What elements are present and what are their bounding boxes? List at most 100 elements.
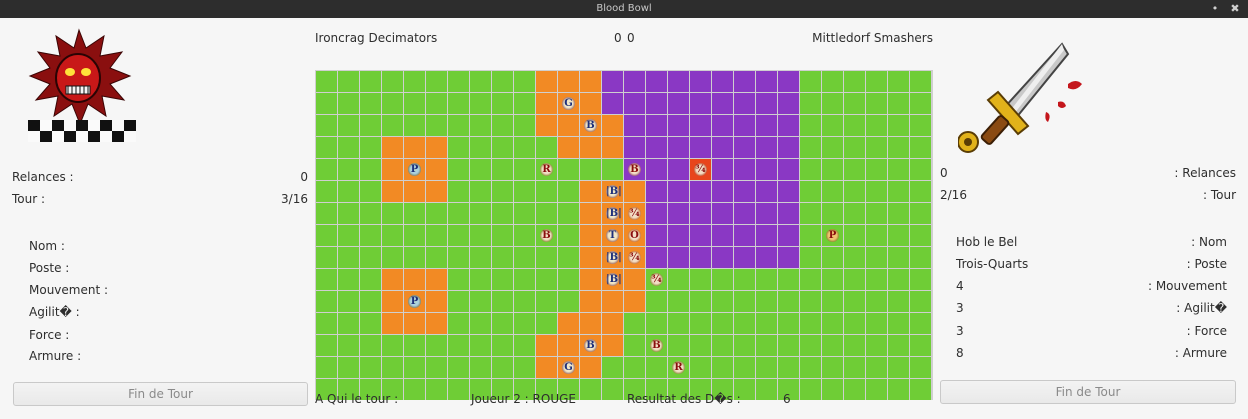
board-cell[interactable] <box>712 313 733 334</box>
board-cell[interactable] <box>646 137 667 158</box>
board-cell[interactable] <box>382 335 403 356</box>
board-cell[interactable] <box>646 379 667 400</box>
board-cell[interactable] <box>492 181 513 202</box>
board-cell[interactable] <box>580 137 601 158</box>
board-cell[interactable] <box>514 225 535 246</box>
board-cell[interactable] <box>712 379 733 400</box>
board-cell[interactable] <box>734 115 755 136</box>
board-cell[interactable] <box>690 247 711 268</box>
board-cell[interactable] <box>580 159 601 180</box>
player-token[interactable]: ¾ <box>628 207 641 220</box>
board-cell[interactable] <box>580 269 601 290</box>
board-cell[interactable] <box>734 225 755 246</box>
board-cell[interactable] <box>888 247 909 268</box>
board-cell[interactable] <box>844 159 865 180</box>
board-cell[interactable] <box>822 247 843 268</box>
board-cell[interactable] <box>910 313 931 334</box>
board-cell[interactable] <box>316 137 337 158</box>
board-cell[interactable] <box>316 357 337 378</box>
board-cell[interactable] <box>602 357 623 378</box>
board-cell[interactable] <box>668 225 689 246</box>
board-cell[interactable] <box>580 203 601 224</box>
board-cell[interactable] <box>558 313 579 334</box>
board-cell[interactable] <box>800 159 821 180</box>
board-cell[interactable] <box>316 247 337 268</box>
board-cell[interactable] <box>690 71 711 92</box>
board-cell[interactable] <box>514 115 535 136</box>
board-cell[interactable] <box>800 313 821 334</box>
board-cell[interactable] <box>448 357 469 378</box>
board-cell[interactable] <box>580 379 601 400</box>
player-token[interactable]: G <box>562 361 575 374</box>
board-cell[interactable] <box>492 203 513 224</box>
board-cell[interactable] <box>382 137 403 158</box>
board-cell[interactable] <box>316 291 337 312</box>
board-cell[interactable] <box>734 313 755 334</box>
board-cell[interactable] <box>558 181 579 202</box>
board-cell[interactable] <box>536 247 557 268</box>
board-cell[interactable] <box>866 247 887 268</box>
board-cell[interactable] <box>866 335 887 356</box>
board-cell[interactable] <box>690 93 711 114</box>
board-cell[interactable] <box>602 93 623 114</box>
board-cell[interactable] <box>536 93 557 114</box>
board-cell[interactable] <box>492 269 513 290</box>
board-cell[interactable] <box>624 137 645 158</box>
board-cell[interactable] <box>844 203 865 224</box>
board-cell[interactable] <box>470 357 491 378</box>
board-cell[interactable] <box>448 71 469 92</box>
board-cell[interactable] <box>360 71 381 92</box>
board-cell[interactable] <box>360 225 381 246</box>
board-cell[interactable] <box>316 203 337 224</box>
board-cell[interactable] <box>338 335 359 356</box>
board-cell[interactable] <box>624 71 645 92</box>
board-cell[interactable] <box>778 247 799 268</box>
board-cell[interactable] <box>338 93 359 114</box>
board-cell[interactable] <box>778 137 799 158</box>
player-token[interactable]: ¾ <box>628 251 641 264</box>
board-cell[interactable] <box>822 269 843 290</box>
board-cell[interactable] <box>822 181 843 202</box>
board-cell[interactable] <box>448 291 469 312</box>
board-cell[interactable] <box>470 225 491 246</box>
board-cell[interactable] <box>712 225 733 246</box>
board-cell[interactable] <box>888 137 909 158</box>
board-cell[interactable] <box>778 225 799 246</box>
board-cell[interactable] <box>514 159 535 180</box>
board-cell[interactable] <box>690 291 711 312</box>
board-cell[interactable] <box>668 115 689 136</box>
board-cell[interactable] <box>492 93 513 114</box>
board-cell[interactable] <box>624 313 645 334</box>
board-cell[interactable] <box>888 379 909 400</box>
board-cell[interactable] <box>778 181 799 202</box>
board-cell[interactable] <box>492 291 513 312</box>
board-cell[interactable] <box>756 379 777 400</box>
board-cell[interactable] <box>624 379 645 400</box>
board-cell[interactable] <box>514 93 535 114</box>
board-cell[interactable] <box>624 181 645 202</box>
board-cell[interactable] <box>822 357 843 378</box>
board-cell[interactable] <box>668 335 689 356</box>
board-cell[interactable] <box>756 181 777 202</box>
board-cell[interactable] <box>536 181 557 202</box>
board-cell[interactable] <box>910 247 931 268</box>
board-cell[interactable] <box>382 247 403 268</box>
board-cell[interactable] <box>712 159 733 180</box>
board-cell[interactable] <box>426 225 447 246</box>
board-cell[interactable] <box>492 137 513 158</box>
board-cell[interactable] <box>558 71 579 92</box>
board-cell[interactable] <box>646 313 667 334</box>
board-cell[interactable] <box>338 357 359 378</box>
board-cell[interactable] <box>778 291 799 312</box>
board-cell[interactable] <box>448 115 469 136</box>
board-cell[interactable] <box>338 115 359 136</box>
board-cell[interactable] <box>492 71 513 92</box>
board-cell[interactable] <box>690 379 711 400</box>
board-cell[interactable] <box>844 335 865 356</box>
board-cell[interactable] <box>602 335 623 356</box>
board-cell[interactable] <box>426 357 447 378</box>
board-cell[interactable] <box>558 291 579 312</box>
board-cell[interactable] <box>404 313 425 334</box>
board-cell[interactable] <box>580 357 601 378</box>
board-cell[interactable] <box>360 313 381 334</box>
